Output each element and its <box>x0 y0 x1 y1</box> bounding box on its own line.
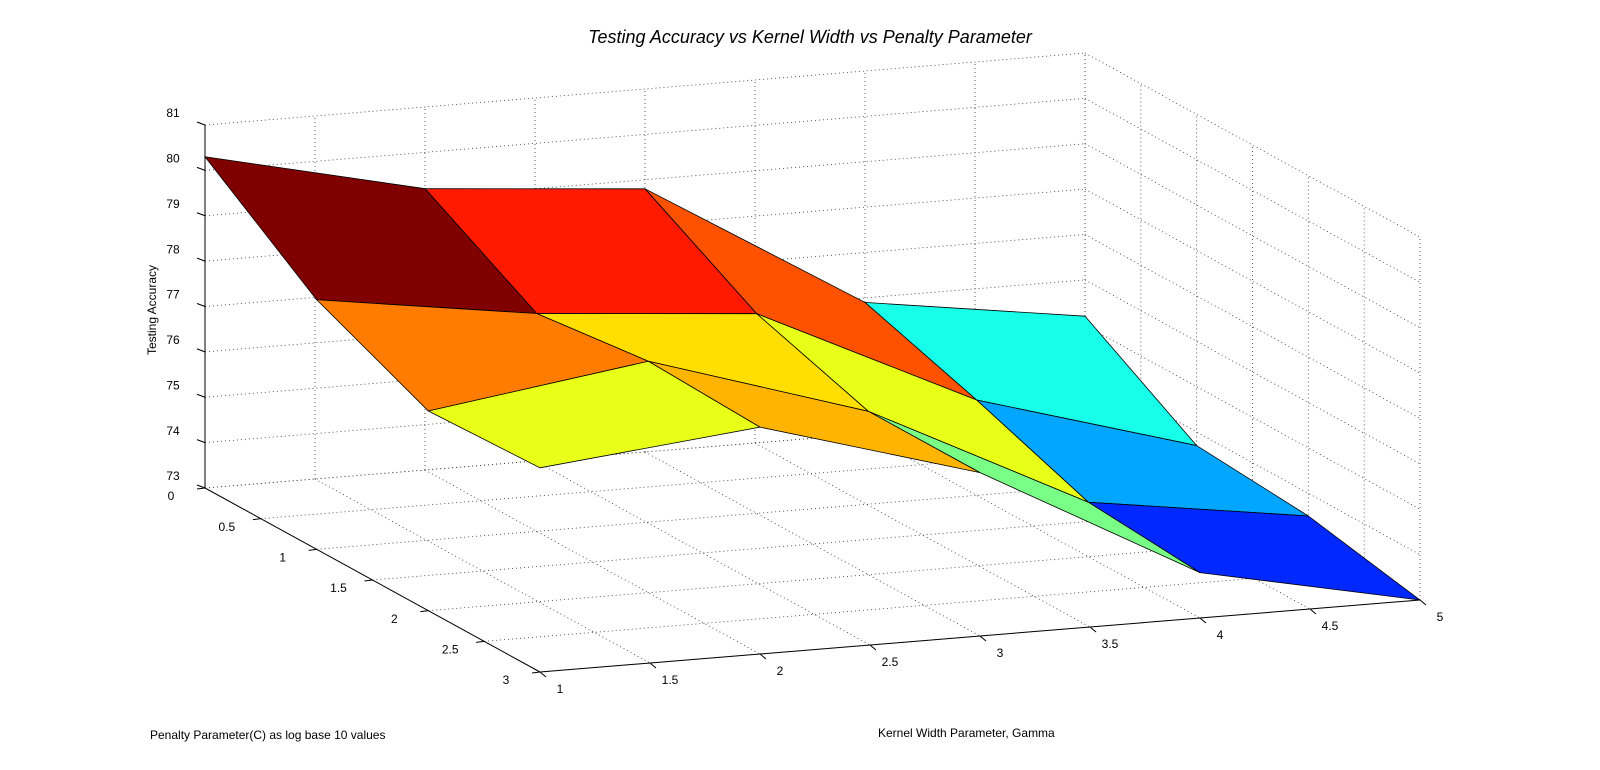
z-tick <box>196 348 206 353</box>
z-tick-label: 73 <box>166 469 180 483</box>
x-tick <box>539 671 547 678</box>
y-tick-label: 1 <box>279 551 286 565</box>
z-tick-label: 74 <box>166 424 180 438</box>
y-tick-label: 0.5 <box>218 520 235 534</box>
y-tick <box>196 487 206 490</box>
x-tick <box>1309 608 1317 615</box>
y-tick <box>420 610 429 613</box>
y-tick-label: 1.5 <box>330 581 347 595</box>
x-tick-label: 5 <box>1437 610 1444 624</box>
x-tick <box>759 653 767 660</box>
z-tick-label: 77 <box>166 288 180 302</box>
x-axis-label: Kernel Width Parameter, Gamma <box>878 726 1055 740</box>
z-tick-label: 75 <box>166 378 180 392</box>
x-tick-label: 2 <box>777 664 784 678</box>
y-axis-label: Penalty Parameter(C) as log base 10 valu… <box>150 728 385 742</box>
z-tick <box>196 166 206 171</box>
z-tick <box>196 484 206 489</box>
x-tick <box>1089 626 1097 633</box>
z-tick-label: 78 <box>166 242 180 256</box>
y-tick <box>531 671 541 674</box>
x-tick-label: 1.5 <box>662 673 679 687</box>
z-axis-label: Testing Accuracy <box>145 265 159 355</box>
y-tick <box>308 548 317 551</box>
x-tick <box>869 644 877 651</box>
surface-face <box>427 360 762 469</box>
x-tick-label: 4.5 <box>1322 619 1339 633</box>
z-tick-label: 79 <box>166 197 180 211</box>
z-tick <box>196 439 206 444</box>
y-tick <box>364 579 373 582</box>
y-tick <box>476 640 485 643</box>
x-tick-label: 3.5 <box>1102 637 1119 651</box>
y-tick-label: 3 <box>503 673 510 687</box>
z-tick <box>196 393 206 398</box>
x-tick <box>979 635 987 642</box>
z-tick <box>196 121 206 126</box>
z-tick <box>196 257 206 262</box>
x-tick <box>649 662 657 669</box>
y-tick-label: 2.5 <box>442 643 459 657</box>
y-tick <box>252 518 261 521</box>
chart-title: Testing Accuracy vs Kernel Width vs Pena… <box>588 27 1033 47</box>
z-tick-label: 76 <box>166 333 180 347</box>
x-tick <box>1199 617 1207 624</box>
x-tick-label: 3 <box>997 646 1004 660</box>
x-tick <box>1419 599 1427 606</box>
z-tick <box>196 212 206 217</box>
z-tick-label: 81 <box>166 106 180 120</box>
z-tick-label: 80 <box>166 152 180 166</box>
z-tick <box>196 303 206 307</box>
y-tick-label: 0 <box>168 489 175 503</box>
x-tick-label: 2.5 <box>882 655 899 669</box>
x-tick-label: 4 <box>1217 628 1224 642</box>
x-tick-label: 1 <box>557 682 564 696</box>
y-tick-label: 2 <box>391 612 398 626</box>
